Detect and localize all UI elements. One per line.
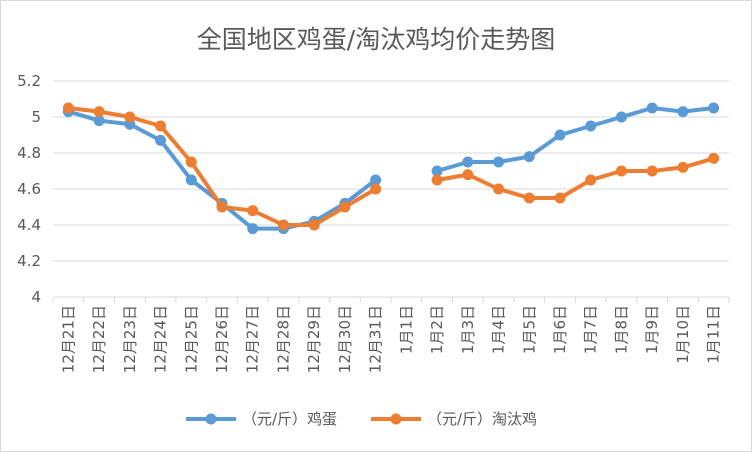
- data-point: [523, 151, 535, 163]
- data-point: [585, 120, 597, 132]
- y-tick-label: 4.8: [17, 144, 41, 162]
- legend-item-culled-hens[interactable]: （元/斤）淘汰鸡: [371, 410, 537, 428]
- x-tick-label: 12月22日: [90, 305, 108, 373]
- legend: （元/斤）鸡蛋 （元/斤）淘汰鸡: [186, 410, 537, 428]
- data-point: [677, 161, 689, 173]
- data-point: [615, 111, 627, 123]
- data-point: [247, 205, 259, 217]
- x-tick-label: 1月7日: [582, 305, 600, 354]
- data-point: [677, 106, 689, 118]
- x-tick-label: 1月4日: [490, 305, 508, 354]
- x-tick-label: 1月1日: [397, 305, 415, 354]
- data-point: [523, 192, 535, 204]
- series-line: [435, 156, 716, 200]
- data-point: [93, 115, 105, 127]
- x-tick-label: 1月9日: [643, 305, 661, 354]
- data-point: [216, 201, 228, 213]
- legend-marker-eggs: [205, 413, 217, 425]
- series-layer: [62, 102, 720, 235]
- y-tick-label: 5: [31, 108, 41, 126]
- data-point: [431, 174, 443, 186]
- legend-marker-culled-hens: [390, 413, 402, 425]
- x-tick-label: 1月10日: [674, 305, 692, 364]
- legend-item-eggs[interactable]: （元/斤）鸡蛋: [186, 410, 337, 428]
- data-point: [554, 192, 566, 204]
- data-point: [431, 165, 443, 177]
- x-tick-label: 12月23日: [121, 305, 139, 373]
- data-point: [646, 102, 658, 114]
- x-tick-label: 12月30日: [336, 305, 354, 373]
- data-point: [247, 223, 259, 235]
- x-tick-label: 12月28日: [274, 305, 292, 373]
- y-tick-label: 4: [31, 288, 41, 306]
- x-tick-label: 12月24日: [152, 305, 170, 373]
- data-point: [370, 174, 382, 186]
- x-tick-label: 12月31日: [367, 305, 385, 373]
- legend-label-culled-hens: （元/斤）淘汰鸡: [427, 410, 537, 428]
- x-tick-label: 12月29日: [305, 305, 323, 373]
- x-tick-label: 1月6日: [551, 305, 569, 354]
- x-tick-label: 12月27日: [244, 305, 262, 373]
- data-point: [185, 156, 197, 168]
- data-point: [708, 152, 720, 164]
- data-point: [277, 219, 289, 231]
- y-tick-label: 4.2: [17, 252, 41, 270]
- data-point: [615, 165, 627, 177]
- x-tick-label: 1月11日: [705, 305, 723, 364]
- data-point: [308, 219, 320, 231]
- data-point: [124, 111, 136, 123]
- data-point: [554, 129, 566, 141]
- data-point: [155, 134, 167, 146]
- data-point: [462, 169, 474, 181]
- data-point: [93, 106, 105, 118]
- x-tick-label: 12月26日: [213, 305, 231, 373]
- data-point: [708, 102, 720, 114]
- series-1: [62, 102, 720, 231]
- x-tick-label: 12月21日: [59, 305, 77, 373]
- data-point: [493, 156, 505, 168]
- series-line: [435, 106, 716, 173]
- x-tick-label: 1月2日: [428, 305, 446, 354]
- data-point: [493, 183, 505, 195]
- legend-label-eggs: （元/斤）鸡蛋: [242, 410, 337, 428]
- axes: 4 4.2 4.4 4.6 4.8 5 5.2 12月21日 12月22日 12月23日 12月24…: [17, 72, 730, 373]
- gridlines: [53, 80, 729, 298]
- data-point: [62, 102, 74, 114]
- x-tick-label: 12月25日: [182, 305, 200, 373]
- data-point: [462, 156, 474, 168]
- y-tick-label: 4.4: [17, 216, 41, 234]
- y-tick-label: 5.2: [17, 72, 41, 90]
- y-tick-label: 4.6: [17, 180, 41, 198]
- x-tick-label: 1月5日: [520, 305, 538, 354]
- data-point: [339, 201, 351, 213]
- data-point: [585, 174, 597, 186]
- x-tick-label: 1月3日: [459, 305, 477, 354]
- data-point: [370, 183, 382, 195]
- data-point: [646, 165, 658, 177]
- data-point: [155, 120, 167, 132]
- x-tick-label: 1月8日: [612, 305, 630, 354]
- chart-title: 全国地区鸡蛋/淘汰鸡均价走势图: [197, 25, 555, 54]
- data-point: [185, 174, 197, 186]
